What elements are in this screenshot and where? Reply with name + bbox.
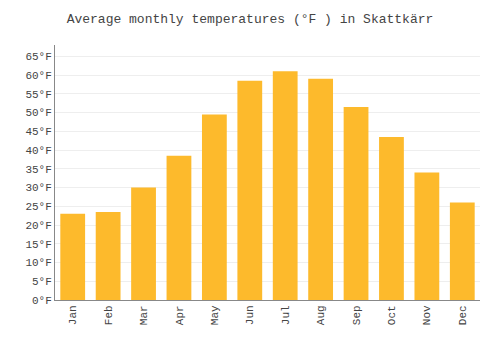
svg-text:50°F: 50°F [25, 107, 51, 119]
svg-text:65°F: 65°F [25, 51, 51, 63]
svg-text:Jul: Jul [280, 305, 292, 325]
svg-text:Feb: Feb [103, 305, 115, 325]
svg-text:30°F: 30°F [25, 182, 51, 194]
svg-text:Nov: Nov [421, 305, 433, 325]
svg-text:Oct: Oct [386, 305, 398, 325]
svg-text:Apr: Apr [174, 305, 186, 325]
svg-text:Mar: Mar [138, 305, 150, 325]
svg-text:Jan: Jan [67, 305, 79, 325]
svg-text:Dec: Dec [457, 305, 469, 325]
svg-text:40°F: 40°F [25, 145, 51, 157]
svg-text:25°F: 25°F [25, 201, 51, 213]
svg-text:10°F: 10°F [25, 257, 51, 269]
svg-text:60°F: 60°F [25, 70, 51, 82]
svg-text:45°F: 45°F [25, 126, 51, 138]
svg-text:20°F: 20°F [25, 220, 51, 232]
svg-text:15°F: 15°F [25, 239, 51, 251]
svg-text:May: May [209, 305, 221, 325]
svg-text:Sep: Sep [351, 305, 363, 325]
svg-text:55°F: 55°F [25, 89, 51, 101]
svg-text:Average monthly temperatures (: Average monthly temperatures (°F ) in Sk… [67, 12, 434, 27]
svg-text:0°F: 0°F [32, 295, 52, 307]
svg-text:Aug: Aug [315, 305, 327, 325]
svg-text:35°F: 35°F [25, 164, 51, 176]
svg-text:5°F: 5°F [32, 276, 52, 288]
svg-text:Jun: Jun [244, 305, 256, 325]
